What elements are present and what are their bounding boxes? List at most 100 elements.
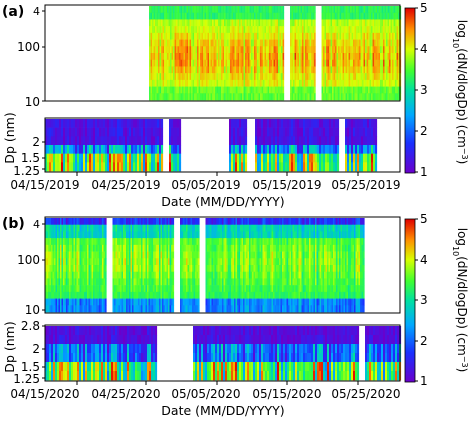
heatmap-cell: [296, 39, 298, 47]
heatmap-cell: [170, 66, 172, 74]
heatmap-cell: [338, 93, 340, 101]
heatmap-cell: [243, 73, 246, 81]
heatmap-cell: [359, 145, 362, 154]
heatmap-cell: [240, 73, 243, 81]
heatmap-cell: [351, 59, 354, 67]
heatmap-cell: [275, 32, 277, 40]
heatmap-cell: [341, 46, 343, 54]
heatmap-cell: [153, 285, 155, 293]
heatmap-cell: [258, 218, 260, 226]
heatmap-cell: [81, 278, 83, 286]
heatmap-cell: [299, 162, 302, 172]
heatmap-cell: [235, 119, 238, 128]
heatmap-cell: [171, 265, 173, 273]
heatmap-cell: [272, 66, 274, 74]
heatmap-cell: [300, 73, 303, 81]
heatmap-cell: [214, 238, 217, 246]
heatmap-cell: [153, 53, 156, 61]
heatmap-cell: [198, 93, 201, 101]
heatmap-cell: [82, 298, 85, 306]
heatmap-cell: [337, 136, 340, 146]
heatmap-cell: [287, 136, 290, 146]
heatmap-cell: [279, 46, 282, 54]
heatmap-cell: [172, 278, 175, 286]
heatmap-cell: [308, 26, 310, 34]
heatmap-cell: [217, 298, 220, 306]
heatmap-cell: [222, 86, 225, 94]
heatmap-cell: [216, 39, 219, 47]
heatmap-cell: [239, 145, 242, 154]
heatmap-cell: [76, 224, 79, 232]
heatmap-cell: [315, 127, 318, 137]
heatmap-cell: [156, 238, 158, 246]
heatmap-cell: [366, 53, 369, 61]
heatmap-cell: [203, 79, 205, 87]
heatmap-cell: [60, 278, 62, 286]
heatmap-cell: [326, 86, 328, 94]
heatmap-cell: [171, 12, 174, 20]
heatmap-cell: [233, 153, 236, 163]
heatmap-cell: [321, 79, 324, 87]
heatmap-cell: [205, 265, 208, 273]
heatmap-cell: [255, 32, 258, 40]
heatmap-cell: [185, 66, 187, 74]
heatmap-cell: [73, 285, 76, 293]
heatmap-cell: [347, 119, 350, 128]
heatmap-cell: [192, 86, 195, 94]
heatmap-cell: [240, 265, 242, 273]
heatmap-cell: [192, 32, 195, 40]
heatmap-cell: [130, 258, 133, 266]
heatmap-cell: [225, 298, 227, 306]
heatmap-cell: [267, 162, 270, 172]
heatmap-cell: [188, 59, 190, 67]
heatmap-cell: [82, 218, 85, 226]
heatmap-cell: [193, 298, 196, 306]
heatmap-cell: [375, 19, 378, 27]
heatmap-cell: [105, 291, 107, 299]
heatmap-cell: [283, 127, 286, 137]
heatmap-cell: [243, 39, 246, 47]
heatmap-cell: [153, 59, 156, 67]
heatmap-cell: [216, 32, 219, 40]
heatmap-cell: [256, 244, 259, 252]
heatmap-cell: [159, 6, 162, 14]
heatmap-cell: [372, 66, 375, 74]
heatmap-cell: [327, 153, 330, 163]
heatmap-cell: [84, 244, 86, 252]
heatmap-cell: [279, 153, 282, 163]
heatmap-cell: [365, 86, 367, 94]
heatmap-cell: [55, 285, 58, 293]
heatmap-cell: [209, 46, 211, 54]
heatmap-cell: [118, 265, 121, 273]
heatmap-cell: [261, 39, 264, 47]
heatmap-cell: [256, 285, 259, 293]
heatmap-cell: [228, 66, 231, 74]
heatmap-cell: [353, 26, 355, 34]
heatmap-cell: [46, 285, 49, 293]
heatmap-cell: [194, 32, 196, 40]
heatmap-cell: [154, 251, 157, 259]
heatmap-cell: [124, 265, 127, 273]
heatmap-cell: [341, 93, 343, 101]
heatmap-cell: [252, 79, 255, 87]
heatmap-cell: [183, 251, 185, 259]
heatmap-cell: [222, 278, 224, 286]
heatmap-cell: [168, 305, 170, 313]
heatmap-cell: [207, 258, 209, 266]
heatmap-cell: [396, 53, 399, 61]
heatmap-cell: [227, 53, 229, 61]
heatmap-cell: [218, 39, 220, 47]
heatmap-cell: [144, 238, 146, 246]
heatmap-cell: [368, 59, 370, 67]
heatmap-cell: [163, 258, 166, 266]
heatmap-cell: [209, 66, 211, 74]
heatmap-cell: [219, 251, 221, 259]
heatmap-cell: [131, 119, 134, 128]
heatmap-cell: [359, 26, 361, 34]
heatmap-cell: [234, 26, 237, 34]
heatmap-cell: [162, 26, 165, 34]
heatmap-cell: [73, 231, 76, 239]
heatmap-cell: [60, 244, 62, 252]
heatmap-cell: [245, 12, 247, 20]
heatmap-cell: [125, 145, 128, 154]
